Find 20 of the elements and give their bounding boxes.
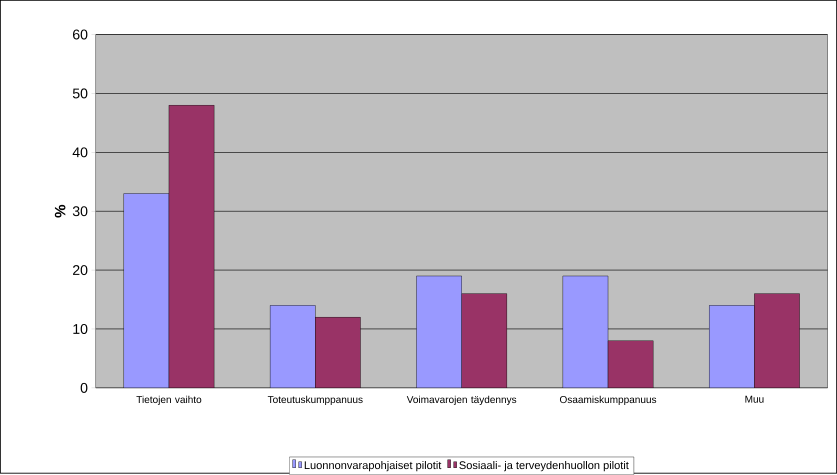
bar bbox=[124, 193, 170, 388]
y-tick-label: 10 bbox=[73, 324, 88, 334]
x-tick-label: Tietojen vaihto bbox=[136, 396, 202, 406]
bar bbox=[270, 305, 316, 388]
bar bbox=[562, 276, 608, 388]
bar bbox=[709, 305, 755, 388]
y-tick-label: 20 bbox=[73, 265, 88, 276]
y-tick-label: 0 bbox=[80, 383, 88, 393]
x-tick-label: Voimavarojen täydennys bbox=[406, 396, 516, 406]
y-tick-label: 30 bbox=[72, 206, 88, 216]
y-tick-label: 60 bbox=[73, 30, 88, 40]
x-tick-label: Osaamiskumppanuus bbox=[560, 396, 656, 406]
y-axis-title: % bbox=[54, 205, 66, 218]
x-tick-label: Toteutuskumppanuus bbox=[268, 396, 363, 406]
x-tick-label: Muu bbox=[745, 396, 764, 403]
legend-label: Luonnonvarapohjaiset pilotit bbox=[304, 461, 442, 472]
bar bbox=[416, 276, 462, 388]
legend-label: Sosiaali- ja terveydenhuollon pilotit bbox=[459, 461, 629, 472]
y-tick-label: 50 bbox=[72, 88, 88, 99]
y-tick-label: 40 bbox=[72, 147, 88, 158]
